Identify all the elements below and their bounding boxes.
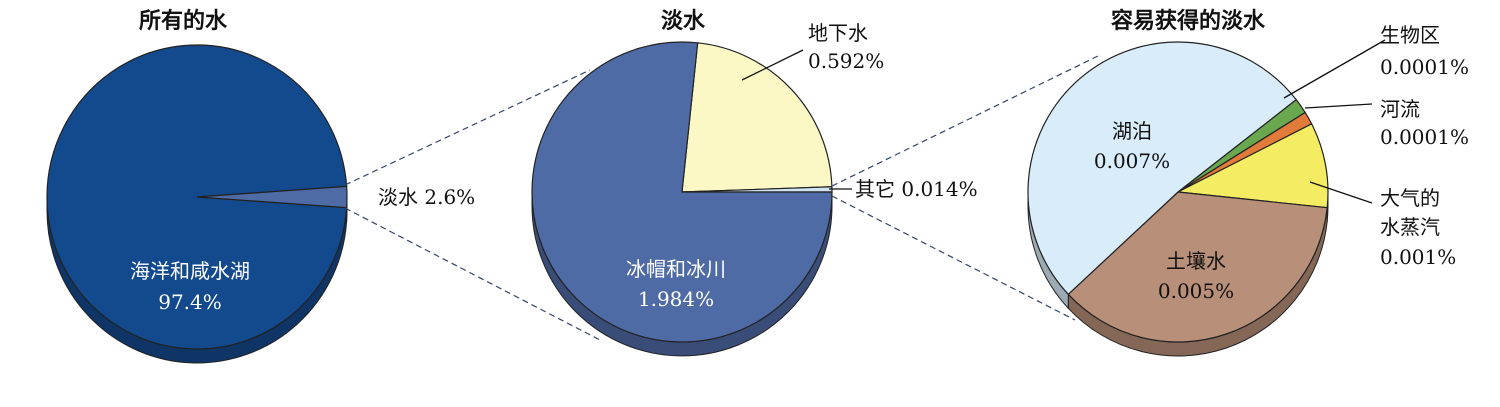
pie-slice-地下水 [681,42,833,193]
label-ice-value: 1.984% [638,287,714,311]
connector-bottom-2 [831,195,1076,321]
connector-top-1 [344,69,591,186]
leader-bio [1283,39,1386,99]
pie-all-water [46,44,348,364]
pie-slice-湖泊 [1027,41,1298,296]
pie-slice-冰帽和冰川 [531,41,833,343]
leader-vapor [1309,181,1373,204]
pie3-title: 容易获得的淡水 [1111,8,1266,34]
label-ocean-name: 海洋和咸水湖 [130,259,250,283]
label-river-value: 0.0001% [1380,125,1469,149]
label-vapor-line2: 水蒸汽 [1380,215,1440,239]
label-bio-name: 生物区 [1380,23,1440,47]
pie2-title: 淡水 [661,9,706,34]
label-freshwater: 淡水 2.6% [378,185,475,209]
label-groundwater-name: 地下水 [808,21,868,45]
pie-slice-大气的水蒸汽 [1175,123,1329,209]
leader-river [1304,103,1373,109]
connector-lines [344,54,1101,341]
label-vapor-value: 0.001% [1380,245,1456,269]
connector-bottom-1 [344,207,601,341]
leader-groundwater [741,49,804,81]
label-other: 其它 0.014% [855,177,978,201]
pie-accessible-fresh-water [1027,41,1329,357]
label-lake-name: 湖泊 [1112,119,1152,143]
label-vapor-line1: 大气的 [1380,186,1440,210]
label-groundwater-value: 0.592% [808,49,884,73]
pie-slice-淡水 [196,185,348,209]
label-ocean-value: 97.4% [158,290,222,314]
pie1-title: 所有的水 [139,8,228,34]
label-lake-value: 0.007% [1094,149,1170,173]
pie-slice-土壤水 [1067,191,1328,343]
pie-fresh-water [531,41,833,357]
pie-slice-海洋和咸水湖 [46,44,348,350]
leader-lines [741,39,1386,204]
label-soil-name: 土壤水 [1166,249,1226,273]
label-river-name: 河流 [1380,97,1420,121]
label-soil-value: 0.005% [1158,279,1234,303]
label-bio-value: 0.0001% [1380,55,1469,79]
label-ice-name: 冰帽和冰川 [626,257,726,281]
